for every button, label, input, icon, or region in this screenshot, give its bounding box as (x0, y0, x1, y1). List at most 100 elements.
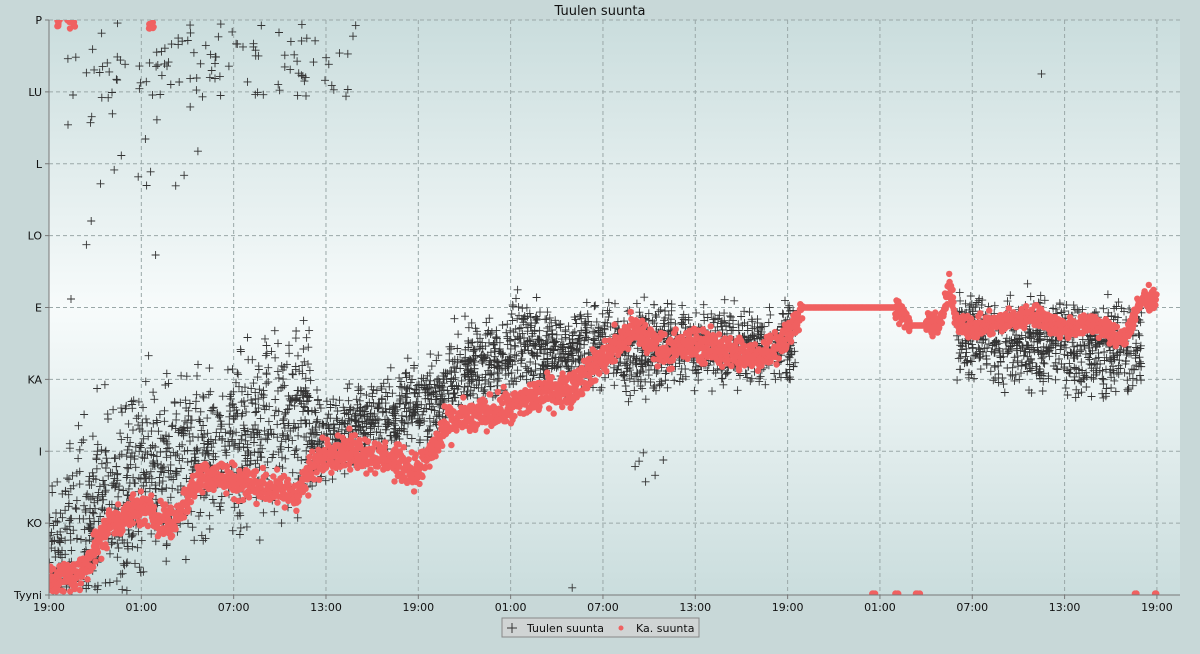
avg-direction-point (369, 445, 377, 452)
avg-direction-point (187, 498, 195, 506)
avg-direction-point (694, 327, 702, 334)
avg-direction-point (382, 439, 389, 446)
avg-direction-point (104, 530, 112, 537)
avg-direction-point (56, 20, 63, 24)
avg-direction-point (453, 427, 460, 434)
avg-direction-point (302, 485, 309, 492)
avg-direction-point (592, 377, 599, 384)
avg-direction-point (1056, 334, 1064, 341)
avg-direction-point (141, 517, 148, 524)
avg-direction-point (223, 463, 231, 470)
avg-direction-point (262, 471, 270, 478)
avg-direction-point (967, 315, 975, 322)
avg-direction-point (180, 514, 188, 521)
avg-direction-point (916, 590, 924, 595)
avg-direction-point (460, 394, 467, 401)
x-tick-label: 01:00 (864, 601, 896, 614)
x-tick-label: 01:00 (125, 601, 157, 614)
avg-direction-point (1132, 316, 1139, 324)
avg-direction-point (787, 338, 795, 345)
x-tick-label: 07:00 (956, 601, 988, 614)
avg-direction-point (439, 442, 446, 449)
avg-direction-point (130, 491, 137, 498)
avg-direction-point (735, 367, 743, 374)
legend-marker-tuulen-suunta (507, 623, 517, 633)
avg-direction-point (450, 408, 457, 415)
avg-direction-point (946, 270, 953, 278)
x-tick-label: 13:00 (1049, 601, 1081, 614)
avg-direction-point (54, 23, 61, 30)
avg-direction-point (310, 476, 318, 483)
avg-direction-point (403, 479, 411, 486)
avg-direction-point (172, 526, 179, 533)
avg-direction-point (239, 496, 247, 504)
x-tick-label: 01:00 (495, 601, 527, 614)
avg-direction-point (274, 499, 281, 506)
avg-direction-point (740, 342, 748, 349)
avg-direction-point (611, 321, 618, 328)
avg-direction-point (767, 334, 775, 341)
avg-direction-point (701, 360, 709, 367)
avg-direction-point (869, 590, 876, 595)
legend-label-tuulen-suunta: Tuulen suunta (526, 622, 604, 635)
avg-direction-point (259, 464, 267, 472)
avg-direction-point (199, 489, 206, 496)
avg-direction-point (72, 581, 79, 589)
x-tick-label: 07:00 (218, 601, 250, 614)
avg-direction-point (624, 345, 632, 353)
avg-direction-point (223, 490, 230, 497)
avg-direction-point (783, 342, 790, 349)
avg-direction-point (775, 355, 782, 362)
avg-direction-point (1152, 301, 1159, 309)
avg-direction-point (305, 458, 313, 466)
avg-direction-point (494, 388, 502, 396)
avg-direction-point (1010, 309, 1017, 316)
avg-direction-point (281, 504, 288, 511)
avg-direction-point (293, 507, 300, 514)
avg-direction-point (426, 463, 433, 470)
avg-direction-point (932, 309, 939, 316)
avg-direction-point (295, 492, 303, 500)
avg-direction-point (347, 466, 354, 473)
y-tick-label: KO (27, 517, 43, 530)
avg-direction-point (416, 480, 423, 488)
avg-direction-point (419, 473, 426, 480)
avg-direction-point (305, 492, 312, 499)
avg-direction-point (1113, 323, 1121, 330)
avg-direction-point (252, 468, 260, 475)
avg-direction-point (395, 441, 402, 448)
legend-marker-ka-suunta (618, 625, 624, 631)
avg-direction-point (60, 588, 67, 595)
avg-direction-point (579, 390, 586, 398)
avg-direction-point (725, 356, 732, 364)
avg-direction-point (715, 331, 723, 338)
series-ka-suunta (49, 20, 1160, 595)
avg-direction-point (596, 369, 603, 376)
x-tick-label: 13:00 (310, 601, 342, 614)
avg-direction-point (1122, 340, 1130, 347)
avg-direction-point (372, 470, 379, 477)
x-tick-label: 19:00 (1141, 601, 1173, 614)
avg-direction-point (1022, 303, 1030, 310)
avg-direction-point (950, 298, 957, 306)
avg-direction-point (306, 453, 313, 461)
avg-direction-point (1152, 296, 1160, 303)
x-tick-label: 07:00 (587, 601, 619, 614)
avg-direction-point (284, 476, 292, 483)
avg-direction-point (231, 461, 238, 469)
avg-direction-point (76, 586, 84, 594)
avg-direction-point (773, 361, 780, 368)
avg-direction-point (487, 391, 494, 398)
avg-direction-point (672, 326, 679, 333)
y-tick-label: KA (27, 373, 42, 386)
avg-direction-point (989, 330, 996, 337)
avg-direction-point (986, 307, 993, 314)
avg-direction-point (559, 403, 566, 411)
avg-direction-point (295, 498, 302, 505)
avg-direction-point (474, 421, 481, 428)
avg-direction-point (273, 466, 281, 473)
avg-direction-point (500, 383, 507, 391)
avg-direction-point (381, 444, 388, 451)
avg-direction-point (938, 319, 946, 327)
